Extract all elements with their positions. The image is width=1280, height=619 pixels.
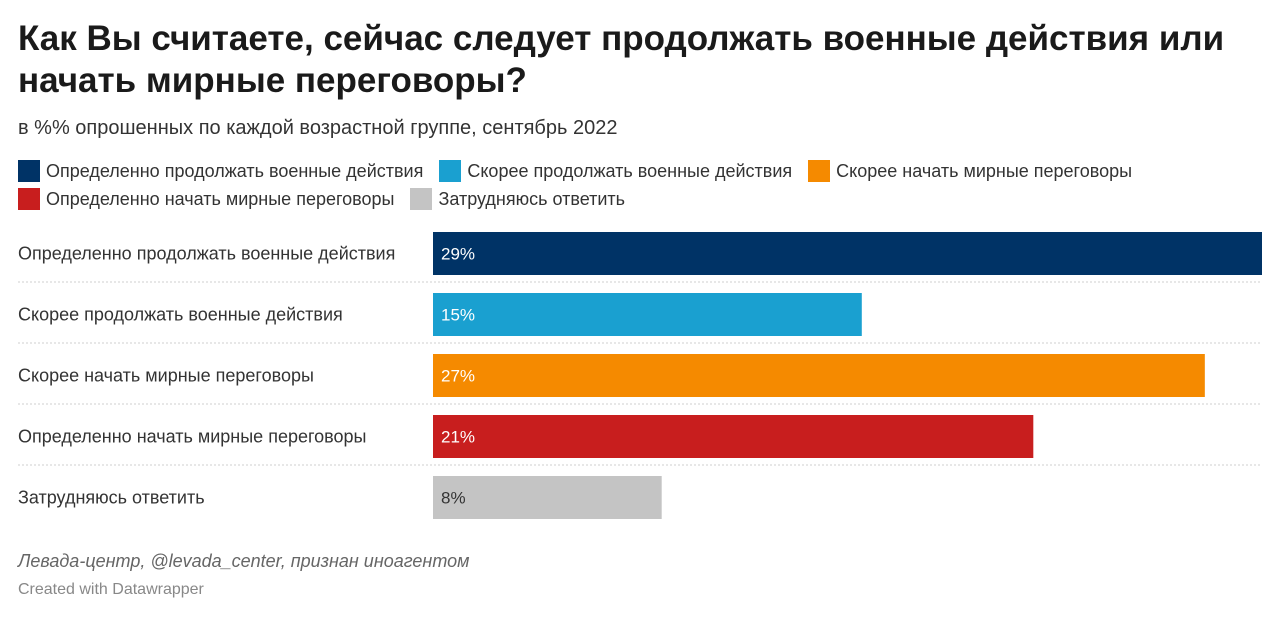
chart-title: Как Вы считаете, сейчас следует продолжа… [18, 19, 1225, 100]
chart-subtitle: в %% опрошенных по каждой возрастной гру… [18, 117, 618, 139]
legend-label: Скорее начать мирные переговоры [836, 160, 1133, 181]
legend-swatch [410, 188, 433, 210]
data-label: 8% [441, 489, 466, 508]
data-label: 29% [441, 245, 475, 264]
legend-item: Определенно начать мирные переговоры [18, 188, 394, 210]
legend-label: Определенно начать мирные переговоры [46, 188, 395, 209]
legend-item: Затрудняюсь ответить [410, 188, 625, 210]
source-note: Левада-центр, @levada_center, признан ин… [18, 551, 470, 571]
legend-swatch [808, 160, 831, 182]
category-label: Скорее продолжать военные действия [18, 305, 343, 325]
legend-swatch [18, 188, 40, 210]
data-label: 27% [441, 367, 475, 386]
legend-label: Скорее продолжать военные действия [467, 160, 793, 181]
legend-item: Определенно продолжать военные действия [18, 160, 423, 182]
credit-link[interactable]: Created with Datawrapper [18, 581, 204, 598]
legend-item: Скорее начать мирные переговоры [808, 160, 1132, 182]
legend-swatch [18, 160, 40, 182]
category-label: Определенно продолжать военные действия [18, 244, 395, 264]
bar [433, 476, 662, 519]
legend-label: Затрудняюсь ответить [438, 188, 626, 209]
bar [433, 415, 1034, 458]
legend-swatch [439, 160, 462, 182]
bar [433, 354, 1205, 397]
category-label: Затрудняюсь ответить [18, 488, 205, 508]
category-label: Определенно начать мирные переговоры [18, 427, 366, 447]
category-label: Скорее начать мирные переговоры [18, 366, 314, 386]
legend: Определенно продолжать военные действия … [18, 160, 1258, 210]
legend-label: Определенно продолжать военные действия [46, 160, 424, 181]
bar [433, 232, 1262, 275]
bar [433, 293, 862, 336]
legend-item: Скорее продолжать военные действия [439, 160, 792, 182]
data-label: 15% [441, 306, 475, 325]
data-label: 21% [441, 428, 475, 447]
